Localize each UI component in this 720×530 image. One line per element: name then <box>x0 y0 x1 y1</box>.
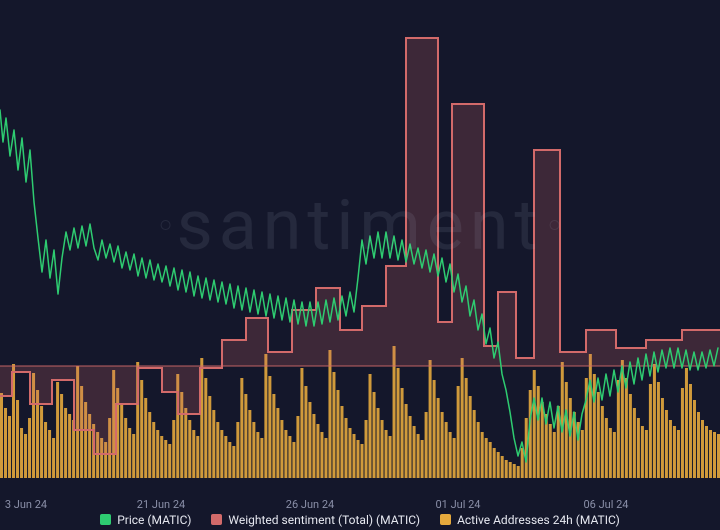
x-axis-label: 01 Jul 24 <box>436 498 481 511</box>
legend-label: Active Addresses 24h (MATIC) <box>457 513 620 527</box>
chart-svg <box>0 0 720 498</box>
legend-swatch <box>211 514 222 525</box>
chart-area[interactable]: santiment <box>0 0 720 498</box>
x-axis-label: 21 Jun 24 <box>137 498 185 511</box>
legend-item[interactable]: Price (MATIC) <box>100 513 191 527</box>
legend-item[interactable]: Weighted sentiment (Total) (MATIC) <box>211 513 420 527</box>
x-axis-label: 3 Jun 24 <box>5 498 47 511</box>
x-axis-label: 26 Jun 24 <box>286 498 334 511</box>
legend-label: Price (MATIC) <box>117 513 191 527</box>
x-axis-label: 06 Jul 24 <box>584 498 629 511</box>
legend-item[interactable]: Active Addresses 24h (MATIC) <box>440 513 620 527</box>
legend-swatch <box>440 514 451 525</box>
legend-label: Weighted sentiment (Total) (MATIC) <box>228 513 420 527</box>
legend-swatch <box>100 514 111 525</box>
legend: Price (MATIC) Weighted sentiment (Total) … <box>0 513 720 529</box>
